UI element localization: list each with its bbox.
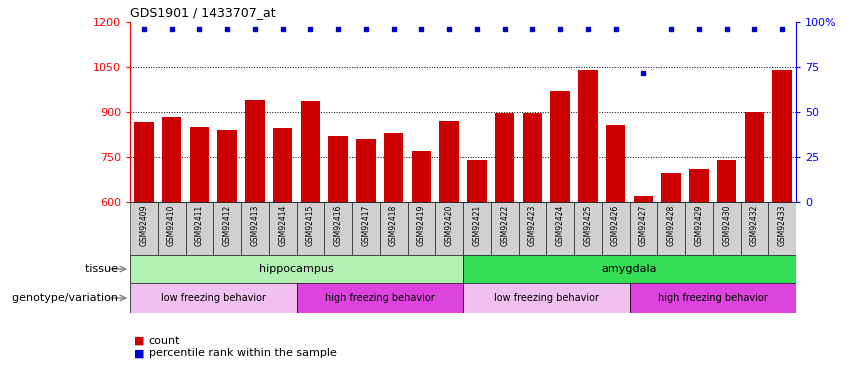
Bar <box>740 202 768 255</box>
Text: GSM92414: GSM92414 <box>278 205 287 246</box>
Text: hippocampus: hippocampus <box>259 264 334 274</box>
Bar <box>574 202 602 255</box>
Text: GSM92420: GSM92420 <box>444 205 454 246</box>
Bar <box>661 174 681 202</box>
Bar <box>269 202 296 255</box>
Text: count: count <box>149 336 180 346</box>
Text: GSM92419: GSM92419 <box>417 205 426 246</box>
Text: GSM92417: GSM92417 <box>362 205 370 246</box>
Text: GSM92416: GSM92416 <box>334 205 343 246</box>
Text: GSM92421: GSM92421 <box>472 205 482 246</box>
Bar <box>328 136 348 202</box>
Text: GSM92432: GSM92432 <box>750 205 759 246</box>
Bar <box>245 100 265 202</box>
Bar <box>380 202 408 255</box>
Text: GDS1901 / 1433707_at: GDS1901 / 1433707_at <box>130 6 276 20</box>
Bar <box>435 202 463 255</box>
Text: low freezing behavior: low freezing behavior <box>161 293 266 303</box>
Text: GSM92415: GSM92415 <box>306 205 315 246</box>
Bar <box>773 70 791 202</box>
Bar <box>273 129 293 202</box>
Text: GSM92411: GSM92411 <box>195 205 204 246</box>
Bar <box>518 202 546 255</box>
Bar <box>352 202 380 255</box>
Bar <box>657 202 685 255</box>
Bar <box>467 160 487 202</box>
Bar <box>130 202 157 255</box>
Bar <box>463 202 491 255</box>
Text: amygdala: amygdala <box>602 264 657 274</box>
Bar <box>190 127 209 202</box>
Text: GSM92427: GSM92427 <box>639 205 648 246</box>
Bar <box>630 202 657 255</box>
Text: high freezing behavior: high freezing behavior <box>658 293 768 303</box>
Text: GSM92424: GSM92424 <box>556 205 564 246</box>
Text: percentile rank within the sample: percentile rank within the sample <box>149 348 337 358</box>
Bar <box>412 151 431 202</box>
Bar <box>134 122 153 202</box>
Bar <box>606 126 625 202</box>
Text: GSM92423: GSM92423 <box>528 205 537 246</box>
Bar <box>546 202 574 255</box>
Text: tissue: tissue <box>85 264 122 274</box>
Text: genotype/variation: genotype/variation <box>12 293 122 303</box>
Text: GSM92422: GSM92422 <box>500 205 509 246</box>
Text: GSM92412: GSM92412 <box>223 205 231 246</box>
Bar <box>384 133 403 202</box>
Bar <box>439 121 459 202</box>
Text: ■: ■ <box>134 336 145 346</box>
Text: high freezing behavior: high freezing behavior <box>325 293 435 303</box>
Text: low freezing behavior: low freezing behavior <box>494 293 599 303</box>
Bar <box>157 202 186 255</box>
Text: GSM92428: GSM92428 <box>666 205 676 246</box>
Text: GSM92429: GSM92429 <box>694 205 704 246</box>
Bar <box>717 160 736 202</box>
Bar <box>324 202 352 255</box>
Bar <box>768 202 796 255</box>
Text: GSM92410: GSM92410 <box>167 205 176 246</box>
Bar <box>241 202 269 255</box>
Bar <box>495 114 514 202</box>
Text: GSM92409: GSM92409 <box>140 205 148 246</box>
Text: GSM92433: GSM92433 <box>778 205 786 246</box>
Bar <box>463 283 630 313</box>
Bar <box>630 283 796 313</box>
Bar <box>214 202 241 255</box>
Bar <box>685 202 713 255</box>
Text: ■: ■ <box>134 348 145 358</box>
Bar <box>217 130 237 202</box>
Text: GSM92413: GSM92413 <box>250 205 260 246</box>
Bar <box>491 202 518 255</box>
Bar <box>296 283 463 313</box>
Bar <box>408 202 435 255</box>
Bar <box>463 255 796 283</box>
Bar <box>357 139 375 202</box>
Bar <box>296 202 324 255</box>
Bar <box>602 202 630 255</box>
Bar <box>551 91 570 202</box>
Bar <box>130 255 463 283</box>
Bar <box>689 169 709 202</box>
Text: GSM92430: GSM92430 <box>722 205 731 246</box>
Text: GSM92418: GSM92418 <box>389 205 398 246</box>
Bar <box>523 114 542 202</box>
Bar <box>162 117 181 202</box>
Text: GSM92426: GSM92426 <box>611 205 620 246</box>
Bar <box>634 196 653 202</box>
Bar <box>130 283 296 313</box>
Bar <box>745 112 764 202</box>
Text: GSM92425: GSM92425 <box>584 205 592 246</box>
Bar <box>578 70 597 202</box>
Bar <box>713 202 740 255</box>
Bar <box>300 102 320 202</box>
Bar <box>186 202 214 255</box>
